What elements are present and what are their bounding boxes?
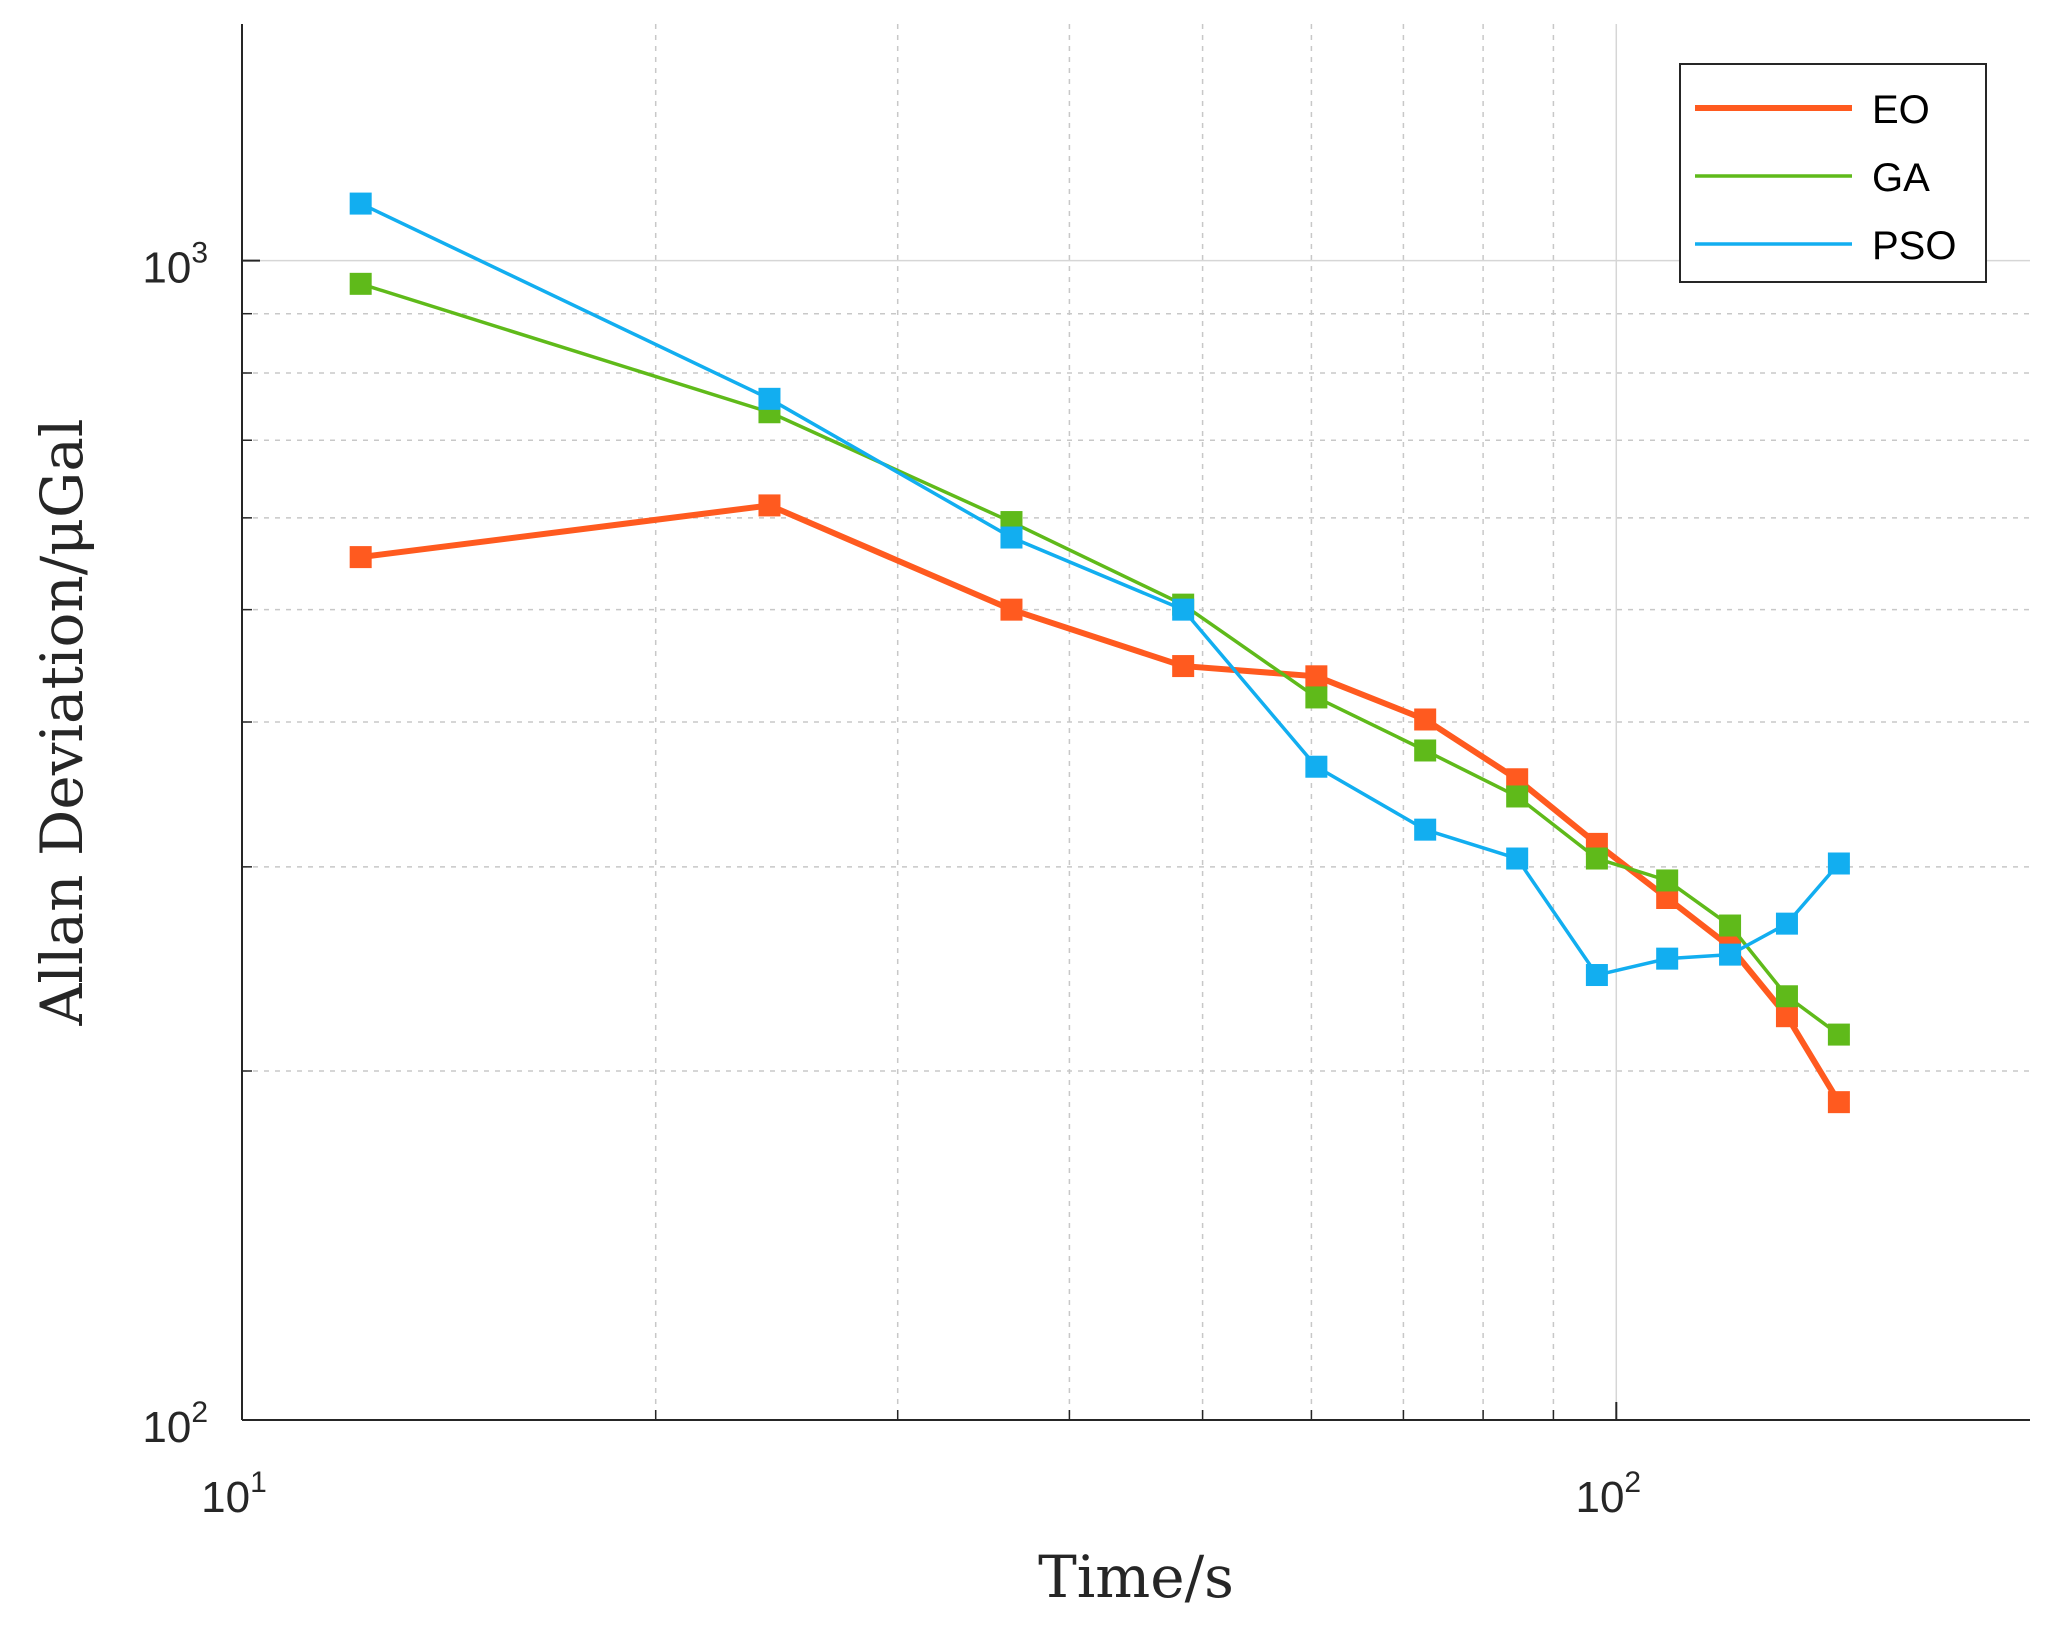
data-point-eo <box>1827 1091 1850 1114</box>
data-point-ga <box>1305 686 1328 709</box>
data-point-pso <box>1585 964 1608 987</box>
legend-label-pso: PSO <box>1872 224 1956 268</box>
tick-labels: 101 102 102 103 <box>142 237 1641 1522</box>
data-point-ga <box>1585 847 1608 870</box>
series-pso <box>349 192 1850 987</box>
x-tick-label: 102 <box>1575 1466 1641 1522</box>
data-point-eo <box>1506 768 1529 791</box>
data-point-ga <box>1719 914 1742 937</box>
data-point-pso <box>1775 912 1798 935</box>
data-point-pso <box>1414 818 1437 841</box>
legend: EO GA PSO <box>1679 63 1987 283</box>
data-point-pso <box>1719 943 1742 966</box>
data-point-eo <box>758 494 781 517</box>
axis-ticks <box>241 259 1618 1421</box>
data-point-ga <box>349 272 372 295</box>
data-point-ga <box>1775 985 1798 1008</box>
data-point-pso <box>1305 755 1328 778</box>
legend-label-ga: GA <box>1872 156 1930 200</box>
data-point-ga <box>1506 785 1529 808</box>
data-point-pso <box>1172 598 1195 621</box>
data-point-pso <box>349 192 372 215</box>
y-tick-label: 102 <box>142 1396 208 1452</box>
data-point-pso <box>1506 847 1529 870</box>
x-axis-label: Time/s <box>1038 1543 1234 1611</box>
data-point-eo <box>1414 708 1437 731</box>
y-tick-label: 103 <box>142 237 208 293</box>
minor-grid <box>242 24 2030 1420</box>
data-point-ga <box>1827 1023 1850 1046</box>
data-point-eo <box>1775 1005 1798 1028</box>
data-point-eo <box>349 546 372 569</box>
data-point-eo <box>1000 598 1023 621</box>
x-tick-label: 101 <box>201 1466 267 1522</box>
data-point-ga <box>1656 869 1679 892</box>
data-point-pso <box>1827 852 1850 875</box>
data-point-ga <box>1414 739 1437 762</box>
data-point-pso <box>1000 526 1023 549</box>
data-point-pso <box>1656 947 1679 970</box>
data-point-eo <box>1305 665 1328 688</box>
data-point-eo <box>1656 887 1679 910</box>
series-line-ga <box>360 282 1840 1036</box>
legend-label-eo: EO <box>1872 88 1930 132</box>
data-point-pso <box>758 387 781 410</box>
series-layer <box>349 192 1850 1114</box>
y-axis-label: Allan Deviation/μGal <box>28 419 96 1027</box>
data-point-eo <box>1172 655 1195 678</box>
